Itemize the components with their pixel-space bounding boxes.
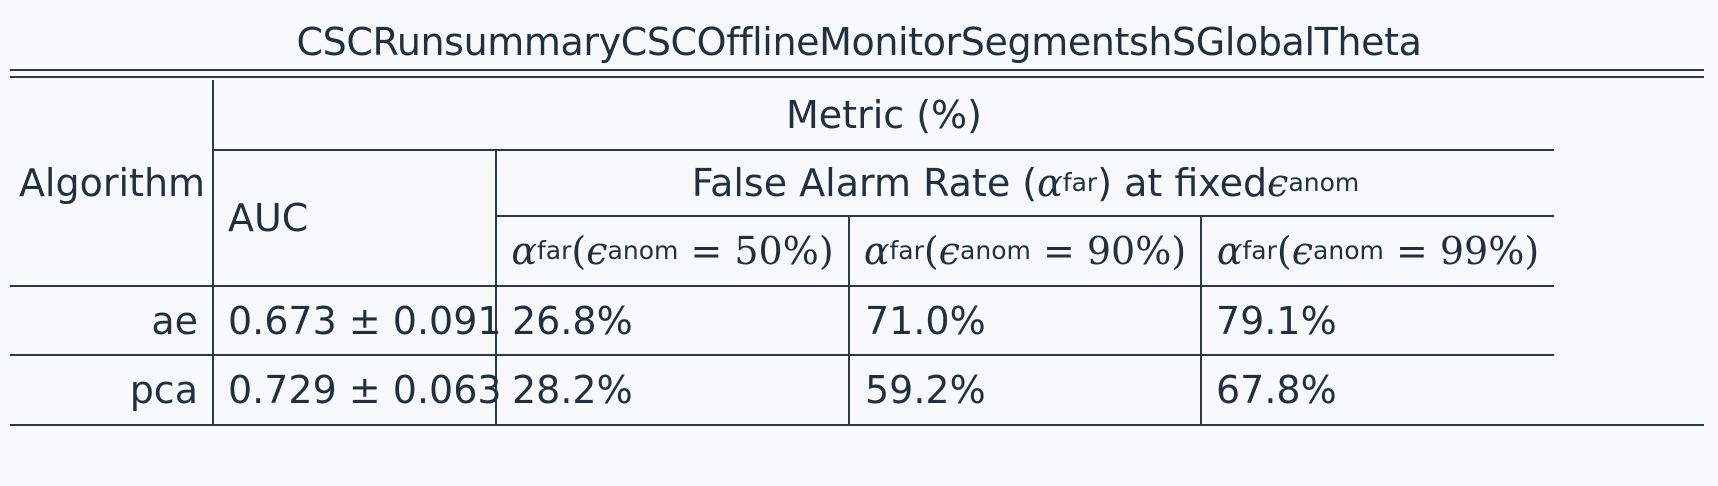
row-ae-far50: 26.8%: [512, 287, 846, 354]
header-auc: AUC: [228, 151, 493, 285]
line-under-metric: [212, 149, 1554, 151]
far-header-alpha: α: [1037, 161, 1063, 205]
row-pca-algorithm: pca: [14, 356, 198, 424]
header-auc-label: AUC: [228, 196, 309, 240]
header-far-50: α far(ϵ anom = 50%): [511, 229, 834, 273]
far99-value: 99%: [1439, 229, 1525, 273]
far90-epsilon: ϵ: [938, 229, 961, 273]
row-ae-algorithm: ae: [14, 287, 198, 354]
far50-eq: =: [678, 229, 735, 273]
page-title: CSCRunsummaryCSCOfflineMonitorSegmentshS…: [296, 20, 1422, 64]
far99-alpha: α: [1216, 229, 1243, 273]
far90-eq: =: [1030, 229, 1087, 273]
row-pca-far50-value: 28.2%: [512, 368, 633, 412]
far99-eq: =: [1383, 229, 1440, 273]
header-algorithm-label: Algorithm: [18, 160, 206, 205]
line-between-rows: [10, 354, 1554, 356]
far90-value: 90%: [1086, 229, 1172, 273]
far99-close: ): [1524, 229, 1540, 273]
far50-epsilon: ϵ: [586, 229, 608, 273]
row-ae-far90: 71.0%: [865, 287, 1198, 354]
row-pca-far90-value: 59.2%: [865, 368, 986, 412]
far90-open: (: [923, 229, 939, 273]
header-metric: Metric (%): [214, 80, 1554, 149]
header-metric-label: Metric (%): [786, 92, 982, 137]
top-rule-inner: [10, 76, 1704, 78]
row-ae-algorithm-label: ae: [151, 298, 198, 343]
row-pca-algorithm-label: pca: [129, 368, 198, 412]
far50-alpha: α: [511, 229, 537, 273]
header-far-90: α far(ϵ anom = 90%): [863, 229, 1187, 273]
far90-alpha: α: [863, 229, 890, 273]
row-pca-auc: 0.729 ± 0.063: [228, 356, 502, 424]
far-header-middle: ) at fixed: [1097, 161, 1268, 205]
row-pca-far99-value: 67.8%: [1216, 368, 1337, 412]
row-pca-far90: 59.2%: [865, 356, 1198, 424]
divider-far50: [848, 217, 850, 424]
row-pca-auc-value: 0.729 ± 0.063: [228, 368, 502, 412]
far-header-prefix: False Alarm Rate (: [691, 161, 1038, 205]
line-under-header: [10, 285, 1554, 287]
header-far-99: α far(ϵ anom = 99%): [1216, 229, 1540, 273]
divider-far90: [1200, 217, 1202, 424]
bottom-rule: [10, 424, 1704, 426]
row-ae-far99-value: 79.1%: [1216, 298, 1337, 343]
far50-value: 50%: [734, 229, 819, 273]
row-ae-auc: 0.673 ± 0.091: [228, 287, 502, 354]
far90-close: ): [1171, 229, 1187, 273]
row-pca-far99: 67.8%: [1216, 356, 1552, 424]
divider-algorithm: [212, 80, 214, 424]
header-false-alarm-rate: False Alarm Rate (α far) at fixed ϵ anom: [691, 161, 1360, 205]
row-ae-auc-value: 0.673 ± 0.091: [228, 298, 502, 343]
top-rule-outer: [10, 69, 1704, 71]
far50-open: (: [571, 229, 587, 273]
far-header-epsilon: ϵ: [1267, 161, 1289, 205]
far50-close: ): [818, 229, 834, 273]
far99-epsilon: ϵ: [1291, 229, 1314, 273]
row-ae-far50-value: 26.8%: [512, 298, 633, 343]
row-ae-far99: 79.1%: [1216, 287, 1552, 354]
row-ae-far90-value: 71.0%: [865, 298, 986, 343]
far99-open: (: [1276, 229, 1292, 273]
line-under-far-header: [495, 215, 1554, 217]
header-algorithm: Algorithm: [14, 80, 210, 285]
row-pca-far50: 28.2%: [512, 356, 846, 424]
